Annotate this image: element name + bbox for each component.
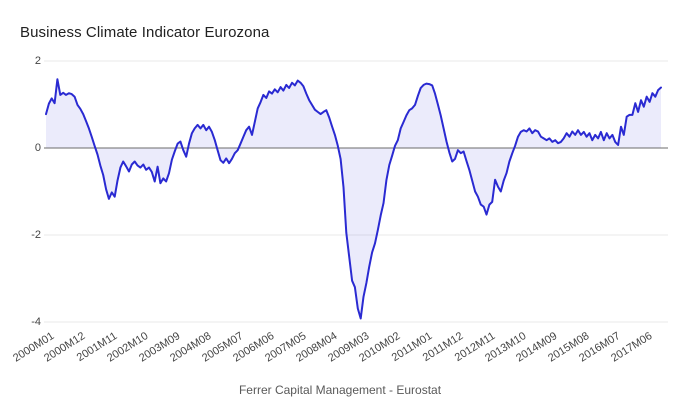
chart-source-caption: Ferrer Capital Management - Eurostat (238, 383, 442, 397)
y-axis-tick-label: -4 (31, 316, 41, 328)
chart-area-fill (46, 79, 661, 319)
y-axis-tick-label: 2 (34, 55, 41, 67)
y-axis-tick-label: 0 (34, 142, 41, 154)
chart-line (45, 78, 662, 320)
y-axis-tick-label: -2 (31, 229, 41, 241)
chart-title: Business Climate Indicator Eurozona (20, 24, 270, 41)
